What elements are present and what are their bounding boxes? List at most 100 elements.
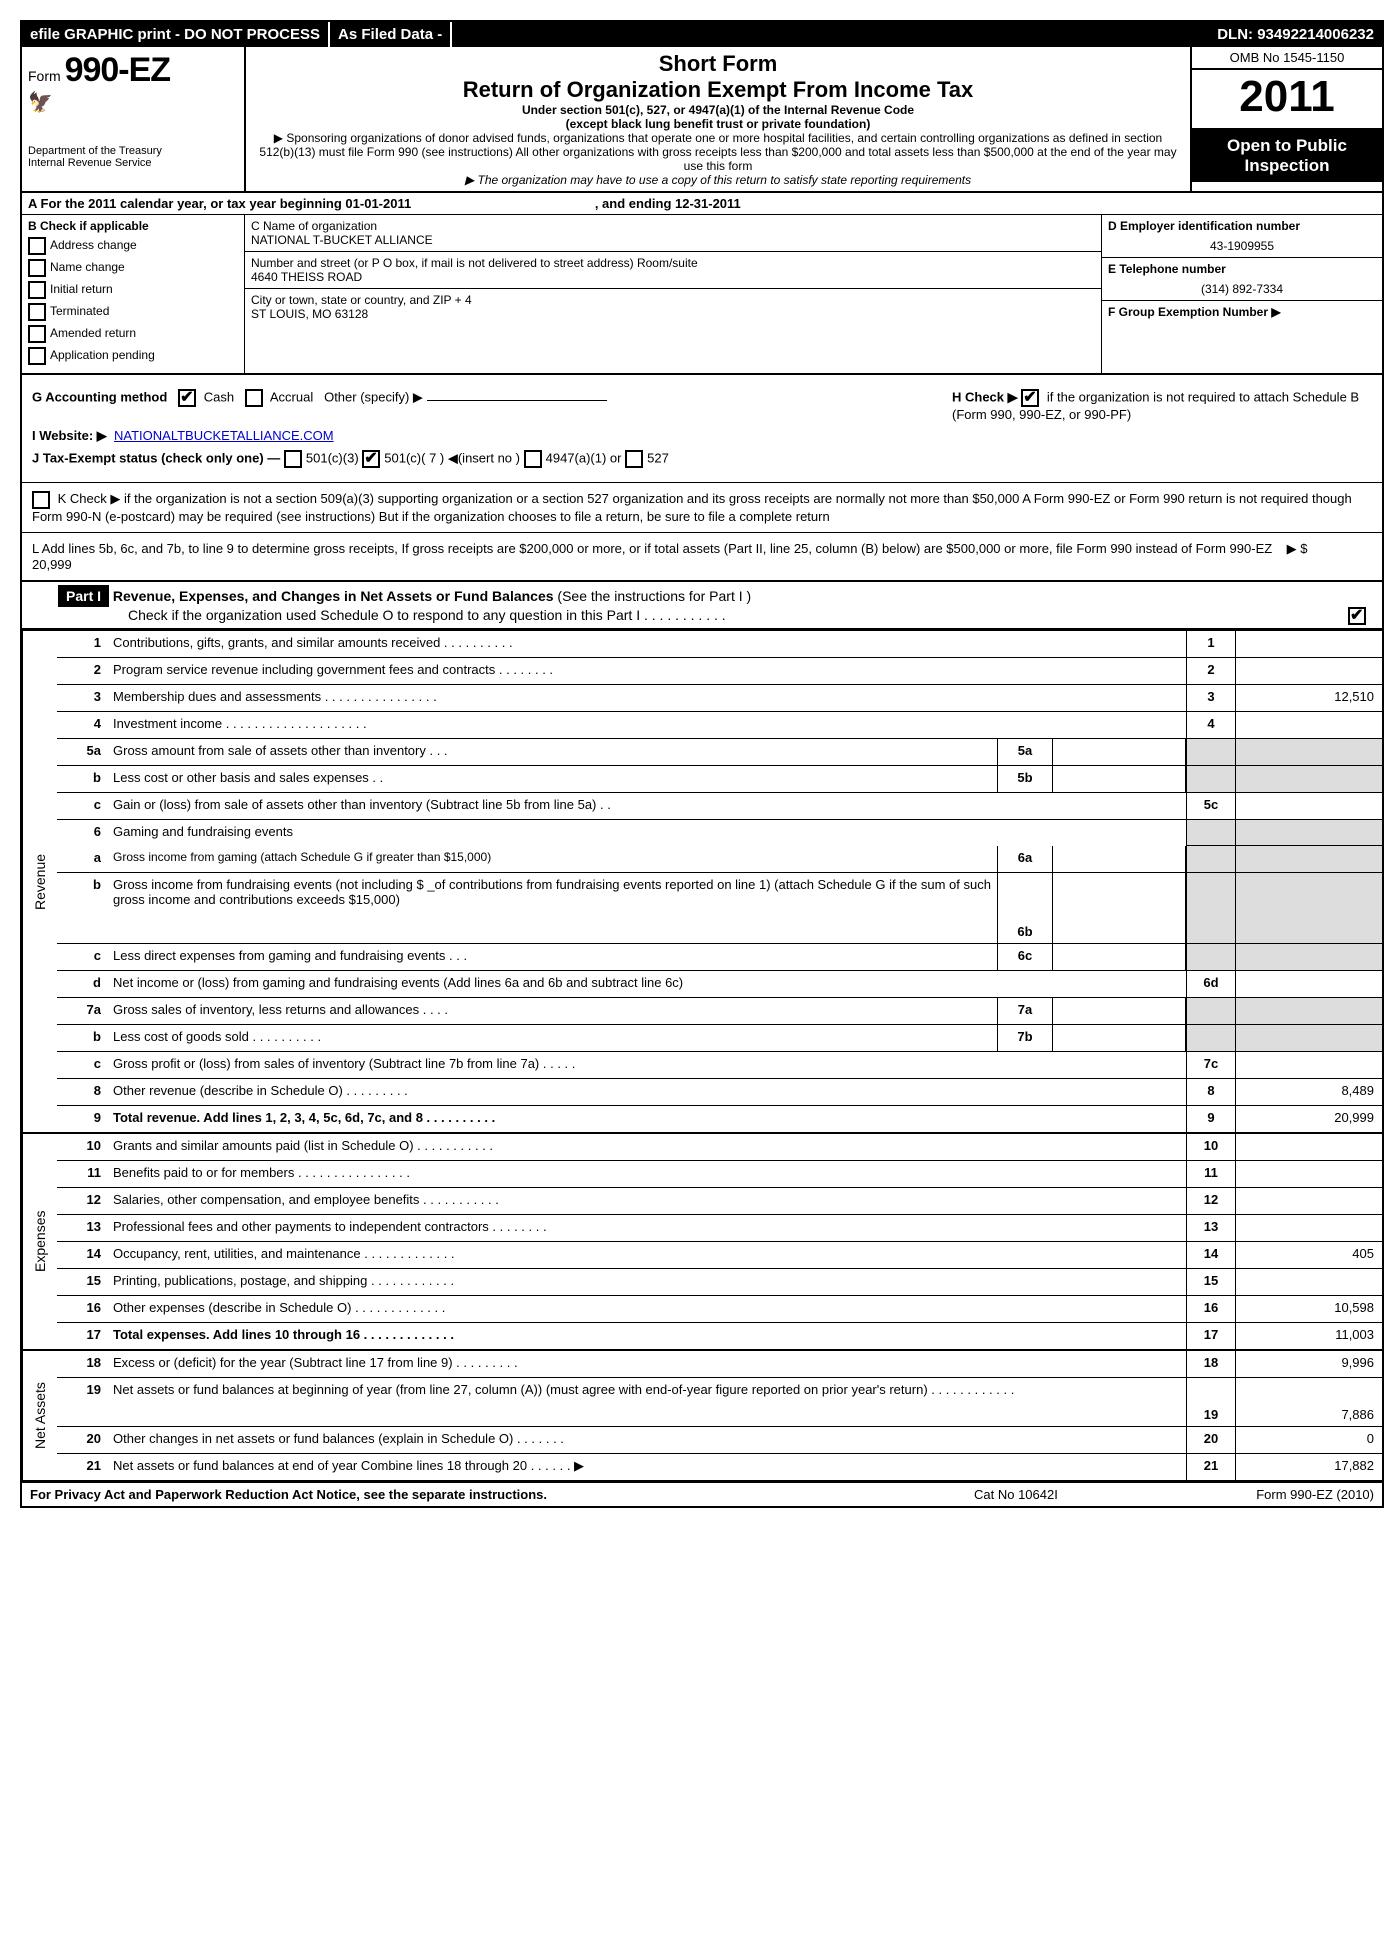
ein-label: D Employer identification number <box>1108 219 1300 233</box>
line-1-value <box>1236 631 1382 657</box>
revenue-vlabel: Revenue <box>22 631 57 1132</box>
checkbox-accrual[interactable] <box>245 389 263 407</box>
checkbox-name-change[interactable] <box>28 259 46 277</box>
line-18-value: 9,996 <box>1236 1351 1382 1377</box>
part-1-check: Check if the organization used Schedule … <box>128 607 726 623</box>
checkbox-527[interactable] <box>625 450 643 468</box>
line-13-value <box>1236 1215 1382 1241</box>
line-19-value: 7,886 <box>1236 1378 1382 1426</box>
header-row: Form 990-EZ 🦅 Department of the Treasury… <box>22 47 1382 193</box>
top-bar: efile GRAPHIC print - DO NOT PROCESS As … <box>22 22 1382 47</box>
h-label: H Check ▶ <box>952 389 1018 404</box>
subtitle-2: (except black lung benefit trust or priv… <box>566 117 871 131</box>
other-specify-line <box>427 400 607 401</box>
line-12-value <box>1236 1188 1382 1214</box>
as-filed-label: As Filed Data - <box>330 22 452 47</box>
expenses-section: Expenses 10Grants and similar amounts pa… <box>22 1132 1382 1349</box>
k-text: K Check ▶ if the organization is not a s… <box>32 491 1352 524</box>
line-20-value: 0 <box>1236 1427 1382 1453</box>
entity-info-row: B Check if applicable Address change Nam… <box>22 215 1382 375</box>
section-a: A For the 2011 calendar year, or tax yea… <box>22 193 1382 215</box>
line-7c-value <box>1236 1052 1382 1078</box>
checkbox-4947[interactable] <box>524 450 542 468</box>
k-block: K Check ▶ if the organization is not a s… <box>22 483 1382 533</box>
net-assets-section: Net Assets 18Excess or (deficit) for the… <box>22 1349 1382 1482</box>
column-d: D Employer identification number 43-1909… <box>1102 215 1382 373</box>
checkbox-schedule-o[interactable] <box>1348 607 1366 625</box>
checkbox-amended[interactable] <box>28 325 46 343</box>
info-block: G Accounting method Cash Accrual Other (… <box>22 375 1382 483</box>
checkbox-schedule-b[interactable] <box>1021 389 1039 407</box>
checkbox-initial-return[interactable] <box>28 281 46 299</box>
checkbox-501c3[interactable] <box>284 450 302 468</box>
omb-number: OMB No 1545-1150 <box>1192 47 1382 70</box>
revenue-section: Revenue 1Contributions, gifts, grants, a… <box>22 629 1382 1132</box>
dept-treasury: Department of the Treasury <box>28 145 238 157</box>
footer-cat: Cat No 10642I <box>974 1487 1174 1502</box>
phone-label: E Telephone number <box>1108 262 1226 276</box>
org-name: NATIONAL T-BUCKET ALLIANCE <box>251 233 1095 247</box>
line-9-value: 20,999 <box>1236 1106 1382 1132</box>
subtitle-3: ▶ Sponsoring organizations of donor advi… <box>256 131 1180 173</box>
checkbox-address-change[interactable] <box>28 237 46 255</box>
line-11-value <box>1236 1161 1382 1187</box>
form-title: Return of Organization Exempt From Incom… <box>256 77 1180 103</box>
g-label: G Accounting method <box>32 389 167 404</box>
line-6d-value <box>1236 971 1382 997</box>
form-number: 990-EZ <box>65 51 171 89</box>
website-link[interactable]: NATIONALTBUCKETALLIANCE.COM <box>114 428 334 443</box>
footer-form: Form 990-EZ (2010) <box>1174 1487 1374 1502</box>
header-right: OMB No 1545-1150 2011 Open to Public Ins… <box>1190 47 1382 191</box>
line-21-value: 17,882 <box>1236 1454 1382 1480</box>
dept-irs: Internal Revenue Service <box>28 157 238 169</box>
form-id-block: Form 990-EZ 🦅 Department of the Treasury… <box>22 47 246 191</box>
checkbox-terminated[interactable] <box>28 303 46 321</box>
column-b: B Check if applicable Address change Nam… <box>22 215 245 373</box>
l-text: L Add lines 5b, 6c, and 7b, to line 9 to… <box>32 541 1272 556</box>
line-5c-value <box>1236 793 1382 819</box>
checkbox-cash[interactable] <box>178 389 196 407</box>
form-prefix: Form <box>28 68 61 84</box>
expenses-vlabel: Expenses <box>22 1134 57 1349</box>
j-label: J Tax-Exempt status (check only one) — <box>32 450 280 465</box>
line-3-value: 12,510 <box>1236 685 1382 711</box>
netassets-vlabel: Net Assets <box>22 1351 57 1480</box>
checkbox-501c[interactable] <box>362 450 380 468</box>
form-page: efile GRAPHIC print - DO NOT PROCESS As … <box>20 20 1384 1508</box>
page-footer: For Privacy Act and Paperwork Reduction … <box>22 1482 1382 1506</box>
part-1-tag: Part I <box>58 585 109 607</box>
group-exemption-label: F Group Exemption Number ▶ <box>1108 305 1281 319</box>
part-1-note: (See the instructions for Part I ) <box>557 588 751 604</box>
street-value: 4640 THEISS ROAD <box>251 270 1095 284</box>
col-b-title: B Check if applicable <box>28 219 149 233</box>
efile-notice: efile GRAPHIC print - DO NOT PROCESS <box>22 22 330 47</box>
footer-privacy: For Privacy Act and Paperwork Reduction … <box>30 1487 974 1502</box>
part-1-title: Revenue, Expenses, and Changes in Net As… <box>113 588 554 604</box>
ein-value: 43-1909955 <box>1108 239 1376 253</box>
part-1-header: Part I Revenue, Expenses, and Changes in… <box>22 580 1382 629</box>
line-14-value: 405 <box>1236 1242 1382 1268</box>
dln-label: DLN: 93492214006232 <box>1209 22 1382 47</box>
line-8-value: 8,489 <box>1236 1079 1382 1105</box>
line-10-value <box>1236 1134 1382 1160</box>
city-label: City or town, state or country, and ZIP … <box>251 293 1095 307</box>
irs-eagle-icon: 🦅 <box>28 90 238 115</box>
checkbox-pending[interactable] <box>28 347 46 365</box>
tax-year: 2011 <box>1192 70 1382 130</box>
org-name-label: C Name of organization <box>251 219 1095 233</box>
i-label: I Website: ▶ <box>32 428 107 443</box>
checkbox-k[interactable] <box>32 491 50 509</box>
subtitle-4: ▶ The organization may have to use a cop… <box>465 173 971 187</box>
line-2-value <box>1236 658 1382 684</box>
street-label: Number and street (or P O box, if mail i… <box>251 256 1095 270</box>
short-form-label: Short Form <box>256 51 1180 77</box>
phone-value: (314) 892-7334 <box>1108 282 1376 296</box>
l-block: L Add lines 5b, 6c, and 7b, to line 9 to… <box>22 533 1382 580</box>
line-4-value <box>1236 712 1382 738</box>
line-15-value <box>1236 1269 1382 1295</box>
subtitle-1: Under section 501(c), 527, or 4947(a)(1)… <box>522 103 914 117</box>
column-c: C Name of organization NATIONAL T-BUCKET… <box>245 215 1102 373</box>
l-amount: 20,999 <box>32 557 72 572</box>
open-to-public: Open to Public Inspection <box>1192 130 1382 182</box>
line-17-value: 11,003 <box>1236 1323 1382 1349</box>
